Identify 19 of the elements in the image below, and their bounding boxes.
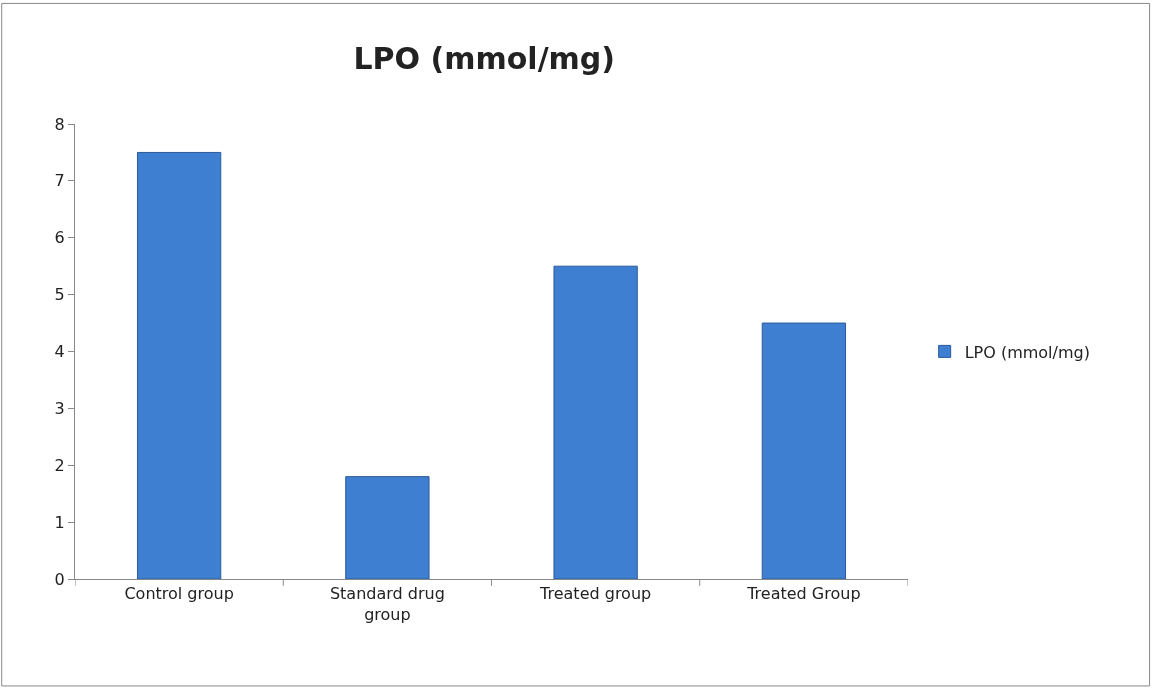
x-tick-label: Control group — [124, 584, 234, 604]
y-tick-label: 7 — [54, 171, 65, 191]
x-tick-label: Treated group — [539, 584, 652, 604]
bar — [761, 322, 847, 579]
x-tick-label: Standard drug group — [329, 584, 445, 624]
chart-title: LPO (mmol/mg) — [353, 41, 616, 77]
y-tick-label: 4 — [54, 342, 65, 362]
y-tick-label: 0 — [54, 569, 65, 589]
y-tick-label: 1 — [54, 512, 65, 532]
legend-label: LPO (mmol/mg) — [964, 342, 1090, 362]
y-tick-label: 3 — [54, 398, 65, 418]
bar — [553, 265, 638, 579]
bar — [345, 476, 430, 579]
y-tick-label: 6 — [54, 228, 65, 248]
y-tick-label: 5 — [54, 285, 65, 305]
y-tick-label: 2 — [54, 455, 65, 475]
y-tick-label: 8 — [54, 114, 65, 134]
x-tick-label: Treated Group — [746, 584, 861, 604]
bar — [136, 151, 222, 579]
